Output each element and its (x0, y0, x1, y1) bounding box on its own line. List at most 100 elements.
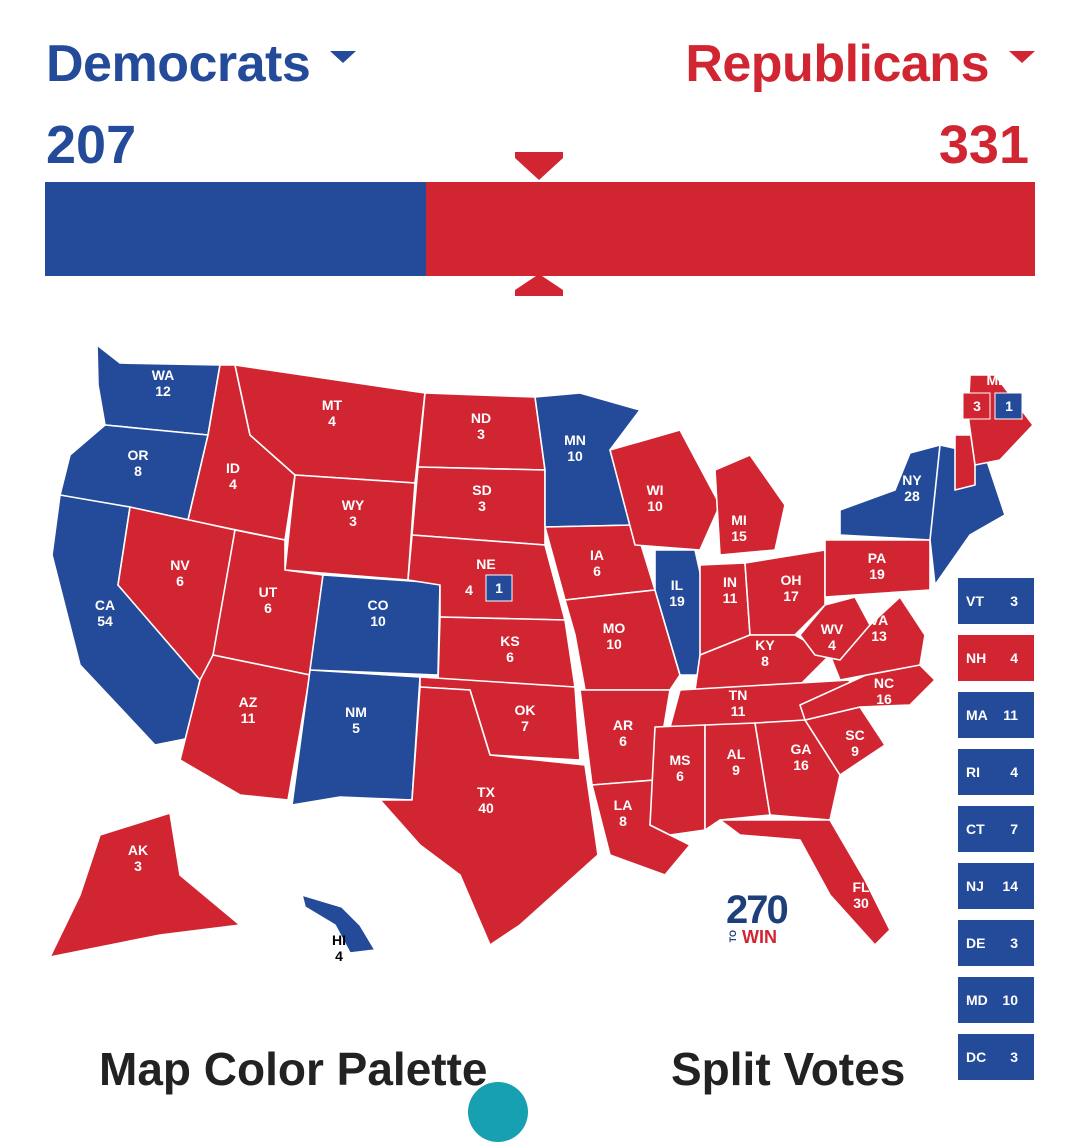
small-state-ev: 3 (1010, 1049, 1018, 1065)
state-abbr-ga: GA (791, 741, 812, 757)
democrats-bar-segment (45, 182, 427, 276)
small-state-abbr: DE (966, 935, 986, 951)
small-state-vt[interactable]: VT 3 (958, 578, 1034, 624)
state-abbr-ia: IA (590, 547, 604, 563)
ne-split-box[interactable] (485, 574, 513, 602)
state-abbr-mn: MN (564, 432, 586, 448)
state-ev-wi: 10 (647, 498, 663, 514)
small-state-ev: 10 (1002, 992, 1018, 1008)
state-PA[interactable] (824, 539, 931, 598)
small-state-ri[interactable]: RI 4 (958, 749, 1034, 795)
democrats-dropdown[interactable]: Democrats (46, 34, 357, 94)
state-ev-ks: 6 (506, 649, 514, 665)
state-NH[interactable] (954, 434, 976, 491)
state-ev-nd: 3 (477, 426, 485, 442)
state-ev-ca: 54 (97, 613, 113, 629)
state-abbr-or: OR (128, 447, 149, 463)
state-ev-al: 9 (732, 762, 740, 778)
small-state-dc[interactable]: DC 3 (958, 1034, 1034, 1080)
state-ev-hi: 4 (335, 948, 343, 964)
state-abbr-ms: MS (670, 752, 691, 768)
state-abbr-nc: NC (874, 675, 894, 691)
state-FL[interactable] (719, 819, 891, 946)
state-WI[interactable] (609, 429, 721, 551)
small-state-abbr: NJ (966, 878, 984, 894)
state-ev-nm: 5 (352, 720, 360, 736)
state-ev-ak: 3 (134, 858, 142, 874)
state-ev-va: 13 (871, 628, 887, 644)
state-abbr-tn: TN (729, 687, 748, 703)
state-AL[interactable] (704, 722, 771, 831)
small-state-abbr: MD (966, 992, 988, 1008)
state-abbr-wi: WI (646, 482, 663, 498)
state-ME[interactable] (967, 374, 1034, 466)
small-state-ma[interactable]: MA 11 (958, 692, 1034, 738)
state-NE-region (929, 444, 1006, 586)
small-state-ev: 11 (1003, 707, 1018, 723)
state-AK[interactable] (49, 812, 241, 958)
chevron-down-icon (1009, 51, 1035, 63)
small-state-abbr: VT (966, 593, 984, 609)
state-TX[interactable] (379, 686, 599, 946)
state-abbr-co: CO (368, 597, 389, 613)
state-HI[interactable] (301, 894, 376, 954)
state-ev-id: 4 (229, 476, 237, 492)
state-ev-la: 8 (619, 813, 627, 829)
ne-split-value: 1 (495, 580, 503, 596)
small-state-abbr: MA (966, 707, 988, 723)
small-state-ct[interactable]: CT 7 (958, 806, 1034, 852)
state-MS[interactable] (649, 724, 706, 836)
small-state-md[interactable]: MD 10 (958, 977, 1034, 1023)
state-ev-mt: 4 (328, 413, 336, 429)
state-abbr-nm: NM (345, 704, 367, 720)
state-abbr-sc: SC (845, 727, 864, 743)
state-abbr-fl: FL (852, 879, 870, 895)
state-abbr-va: VA (870, 612, 888, 628)
state-ev-ms: 6 (676, 768, 684, 784)
state-abbr-ne: NE (476, 556, 495, 572)
state-abbr-ky: KY (755, 637, 775, 653)
state-ev-pa: 19 (869, 566, 885, 582)
state-ev-in: 11 (723, 590, 738, 606)
me-split-box[interactable] (994, 392, 1023, 420)
state-abbr-mi: MI (731, 512, 747, 528)
state-ev-ky: 8 (761, 653, 769, 669)
logo-win: WIN (742, 927, 777, 947)
state-ev-ny: 28 (904, 488, 920, 504)
state-abbr-pa: PA (868, 550, 886, 566)
majority-marker-top-icon (515, 152, 563, 180)
state-ev-wa: 12 (155, 383, 171, 399)
small-state-de[interactable]: DE 3 (958, 920, 1034, 966)
floating-action-button[interactable] (468, 1082, 528, 1142)
state-OH[interactable] (744, 549, 826, 636)
state-MI[interactable] (714, 454, 786, 556)
state-abbr-ks: KS (500, 633, 519, 649)
state-ev-il: 19 (669, 593, 685, 609)
me-split-value: 1 (1005, 398, 1013, 414)
republicans-label: Republicans (685, 35, 989, 93)
state-NM[interactable] (291, 669, 421, 806)
state-ev-wy: 3 (349, 513, 357, 529)
state-GA[interactable] (754, 719, 841, 821)
state-abbr-in: IN (723, 574, 737, 590)
small-state-abbr: DC (966, 1049, 987, 1065)
republicans-dropdown[interactable]: Republicans (685, 34, 1035, 94)
state-abbr-la: LA (614, 797, 633, 813)
state-abbr-mo: MO (603, 620, 626, 636)
state-abbr-wv: WV (821, 621, 844, 637)
split-votes-heading: Split Votes (671, 1043, 906, 1095)
state-ev-az: 11 (241, 710, 256, 726)
republicans-bar-segment (426, 182, 1035, 276)
small-state-nh[interactable]: NH 4 (958, 635, 1034, 681)
me-main-box[interactable] (962, 392, 991, 420)
state-WV[interactable] (799, 596, 871, 661)
state-ev-wv: 4 (828, 637, 836, 653)
state-abbr-oh: OH (781, 572, 802, 588)
state-ev-nc: 16 (876, 691, 892, 707)
state-abbr-ak: AK (128, 842, 148, 858)
state-ev-oh: 17 (783, 588, 799, 604)
state-abbr-al: AL (727, 746, 746, 762)
state-abbr-nv: NV (170, 557, 190, 573)
small-state-nj[interactable]: NJ 14 (958, 863, 1034, 909)
state-abbr-nd: ND (471, 410, 491, 426)
